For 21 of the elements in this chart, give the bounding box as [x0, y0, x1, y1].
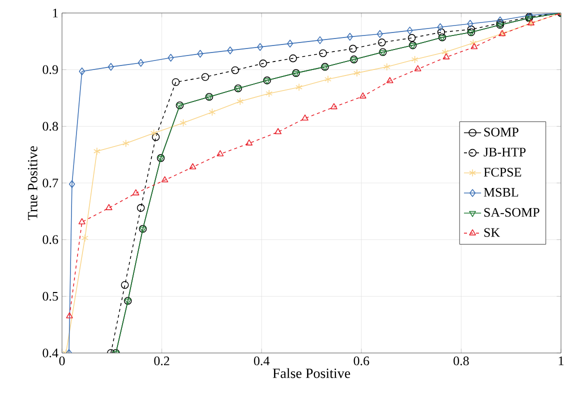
- x-tick-label: 0.6: [354, 356, 370, 366]
- y-tick-label: 0.6: [42, 235, 58, 244]
- legend-label: SA-SOMP: [484, 208, 540, 217]
- x-tick-label: 0.8: [454, 356, 469, 366]
- legend-label: MSBL: [484, 188, 518, 197]
- y-tick-label: 0.4: [42, 348, 58, 358]
- x-tick-label: 0.2: [154, 356, 170, 366]
- legend-label: SOMP: [484, 128, 518, 136]
- y-tick-label: 0.9: [42, 65, 58, 74]
- y-tick-label: 0.5: [42, 292, 58, 301]
- x-axis-title: False Positive: [272, 368, 350, 378]
- legend-label: SK: [484, 228, 500, 237]
- legend-label: JB-HTP: [484, 148, 526, 156]
- x-tick-label: 0.4: [254, 356, 270, 366]
- x-tick-label: 0: [59, 356, 65, 366]
- y-axis-title: True Positive: [28, 146, 38, 220]
- y-tick-label: 1: [53, 8, 58, 18]
- legend-label: FCPSE: [484, 168, 522, 177]
- y-tick-label: 0.7: [42, 178, 58, 188]
- y-tick-label: 0.8: [42, 122, 58, 131]
- x-tick-label: 1: [558, 356, 564, 366]
